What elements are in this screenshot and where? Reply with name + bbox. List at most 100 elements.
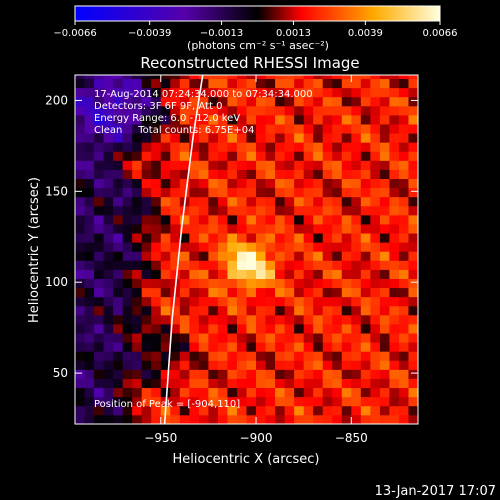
heatmap-cell: [160, 224, 171, 234]
heatmap-cell: [303, 124, 314, 134]
heatmap-cell: [122, 224, 133, 234]
heatmap-cell: [160, 105, 171, 116]
heatmap-cell: [84, 296, 95, 307]
heatmap-cell: [132, 87, 143, 98]
heatmap-cell: [275, 169, 286, 180]
heatmap-cell: [151, 351, 162, 361]
heatmap-cell: [313, 178, 324, 189]
heatmap-cell: [322, 387, 333, 398]
heatmap-cell: [113, 378, 124, 389]
heatmap-cell: [170, 214, 181, 225]
heatmap-cell: [189, 214, 200, 225]
heatmap-cell: [217, 351, 228, 361]
heatmap-cell: [84, 205, 95, 216]
heatmap-cell: [294, 387, 305, 398]
heatmap-cell: [408, 160, 418, 170]
heatmap-cell: [332, 287, 343, 298]
heatmap-cell: [75, 378, 85, 389]
heatmap-cell: [94, 78, 104, 89]
heatmap-cell: [303, 260, 314, 270]
heatmap-cell: [75, 251, 85, 261]
heatmap-cell: [379, 87, 390, 98]
heatmap-cell: [132, 233, 143, 243]
heatmap-cell: [284, 75, 295, 80]
heatmap-cell: [189, 205, 200, 216]
heatmap-cell: [389, 405, 400, 416]
heatmap-cell: [75, 224, 85, 234]
heatmap-cell: [341, 369, 352, 379]
heatmap-cell: [208, 324, 219, 334]
heatmap-cell: [208, 96, 219, 107]
heatmap-cell: [389, 314, 400, 325]
heatmap-cell: [84, 233, 95, 243]
heatmap-cell: [227, 414, 238, 424]
heatmap-cell: [84, 414, 95, 424]
heatmap-cell: [379, 151, 390, 161]
heatmap-cell: [294, 360, 305, 370]
heatmap-cell: [236, 133, 247, 143]
heatmap-cell: [113, 360, 124, 370]
heatmap-cell: [103, 114, 114, 125]
heatmap-cell: [246, 260, 257, 270]
heatmap-cell: [141, 105, 152, 116]
heatmap-cell: [208, 224, 219, 234]
heatmap-cell: [360, 75, 371, 80]
heatmap-cell: [94, 178, 104, 189]
heatmap-cell: [151, 178, 162, 189]
heatmap-cell: [265, 405, 276, 416]
heatmap-cell: [151, 405, 162, 416]
heatmap-cell: [370, 296, 381, 307]
heatmap-cell: [379, 414, 390, 424]
heatmap-cell: [265, 124, 276, 134]
heatmap-cell: [313, 324, 324, 334]
heatmap-cell: [313, 269, 324, 279]
heatmap-cell: [284, 224, 295, 234]
heatmap-image: [75, 75, 418, 424]
heatmap-cell: [408, 96, 418, 107]
heatmap-cell: [332, 405, 343, 416]
heatmap-cell: [94, 333, 104, 343]
heatmap-cell: [389, 124, 400, 134]
heatmap-cell: [284, 133, 295, 143]
heatmap-cell: [360, 296, 371, 307]
heatmap-cell: [84, 224, 95, 234]
heatmap-cell: [198, 196, 209, 207]
heatmap-cell: [113, 351, 124, 361]
heatmap-cell: [170, 260, 181, 270]
heatmap-cell: [398, 324, 409, 334]
heatmap-cell: [313, 124, 324, 134]
heatmap-cell: [389, 205, 400, 216]
heatmap-cell: [141, 224, 152, 234]
y-tick-label: 100: [45, 275, 68, 289]
heatmap-cell: [303, 96, 314, 107]
heatmap-cell: [389, 414, 400, 424]
heatmap-cell: [256, 296, 266, 307]
heatmap-cell: [141, 242, 152, 252]
heatmap-cell: [217, 233, 228, 243]
heatmap-cell: [389, 251, 400, 261]
heatmap-cell: [236, 296, 247, 307]
heatmap-cell: [294, 196, 305, 207]
heatmap-cell: [398, 333, 409, 343]
heatmap-cell: [294, 260, 305, 270]
heatmap-cell: [322, 269, 333, 279]
heatmap-cell: [389, 224, 400, 234]
heatmap-cell: [170, 233, 181, 243]
heatmap-cell: [322, 342, 333, 352]
heatmap-cell: [217, 305, 228, 316]
heatmap-cell: [236, 260, 247, 270]
heatmap-cell: [198, 169, 209, 180]
heatmap-cell: [94, 387, 104, 398]
heatmap-cell: [284, 305, 295, 316]
heatmap-cell: [227, 87, 238, 98]
heatmap-cell: [303, 187, 314, 198]
heatmap-cell: [303, 305, 314, 316]
heatmap-cell: [151, 296, 162, 307]
heatmap-cell: [160, 96, 171, 107]
annotation-detectors: Detectors: 3F 6F 9F, Att 0: [94, 101, 222, 112]
heatmap-cell: [227, 333, 238, 343]
heatmap-cell: [284, 78, 295, 89]
heatmap-cell: [341, 296, 352, 307]
heatmap-cell: [179, 233, 190, 243]
heatmap-cell: [265, 151, 276, 161]
